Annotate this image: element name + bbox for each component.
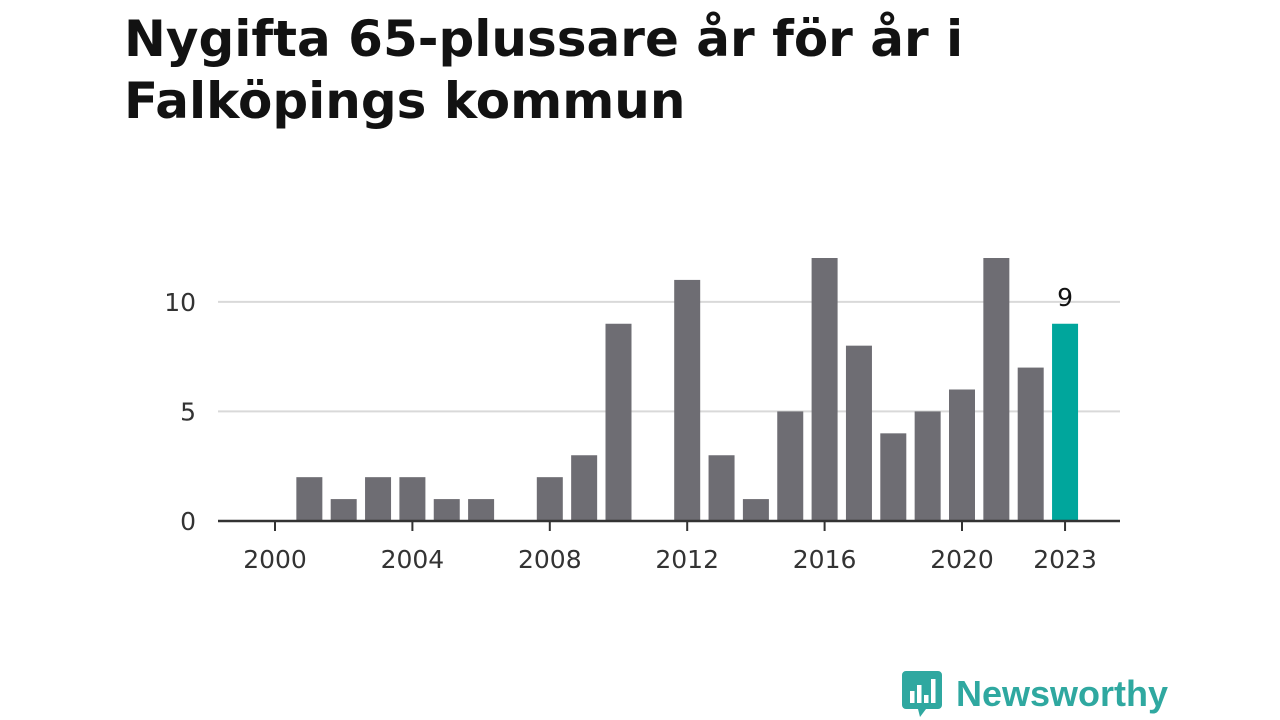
newsworthy-logo: Newsworthy <box>902 668 1168 720</box>
bar-2012 <box>674 279 701 521</box>
x-tick-label-2016: 2016 <box>793 545 857 574</box>
bar-2016 <box>811 258 838 521</box>
x-tick-label-2023: 2023 <box>1033 545 1097 574</box>
bar-2015 <box>777 411 804 521</box>
x-tick-label-2012: 2012 <box>655 545 719 574</box>
axes: 0 5 10 2000 2004 2008 2012 2016 2020 2023 <box>164 288 1120 574</box>
y-tick-label-10: 10 <box>164 288 196 317</box>
y-tick-label-0: 0 <box>180 507 196 536</box>
bar-2021 <box>983 258 1010 521</box>
bar-2017 <box>845 345 872 521</box>
bar-2013 <box>708 455 735 521</box>
bar-2005 <box>433 499 460 521</box>
data-label-2023: 9 <box>1057 283 1073 312</box>
chart-title: Nygifta 65-plussare år för år i Falköpin… <box>124 10 964 130</box>
x-tick-label-2008: 2008 <box>518 545 582 574</box>
bar-2009 <box>571 455 598 521</box>
x-tick-label-2004: 2004 <box>381 545 445 574</box>
bar-2003 <box>365 477 392 521</box>
bar-2022 <box>1017 367 1044 521</box>
bar-2023 <box>1052 323 1079 521</box>
bar-2020 <box>949 389 975 521</box>
y-tick-label-5: 5 <box>180 397 196 426</box>
bar-2004 <box>399 477 426 521</box>
bar-2001 <box>296 477 323 521</box>
x-tick-label-2020: 2020 <box>930 545 994 574</box>
bar-2018 <box>880 433 907 521</box>
bar-2002 <box>330 499 357 521</box>
bar-2014 <box>742 499 769 521</box>
brand-name: Newsworthy <box>956 673 1169 714</box>
bar-2006 <box>468 499 495 521</box>
bars: 9 <box>296 258 1079 521</box>
bar-2008 <box>536 477 563 521</box>
bar-chart-speech-bubble-icon <box>902 671 942 717</box>
bar-2010 <box>605 323 632 521</box>
x-tick-label-2000: 2000 <box>243 545 307 574</box>
bar-2019 <box>914 411 941 521</box>
